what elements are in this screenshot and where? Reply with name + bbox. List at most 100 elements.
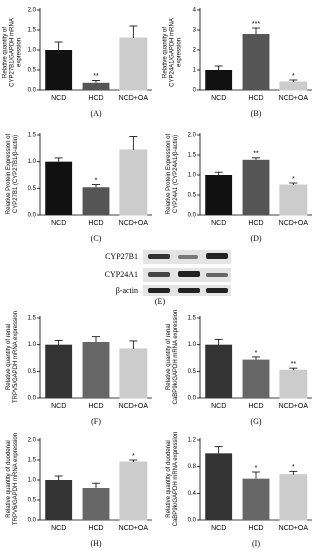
y-axis-label: Relative quantity of renal TRPV5/GAPDH m…: [6, 310, 19, 404]
x-tick-label: HCD: [248, 220, 263, 227]
bar: [119, 461, 148, 521]
blot-label: CYP27B1: [105, 252, 138, 261]
x-tick-label: HCD: [248, 525, 263, 532]
significance-marker: *: [292, 464, 295, 471]
x-tick-label: HCD: [248, 403, 263, 410]
bar: [82, 187, 110, 215]
bar: [45, 161, 73, 215]
bar: [82, 342, 110, 398]
y-tick-label: 1: [193, 68, 197, 74]
y-tick-label: 0.5: [28, 68, 37, 74]
y-tick-label: 2: [193, 48, 197, 54]
y-tick-label: 0: [193, 88, 197, 94]
x-tick-label: HCD: [88, 403, 103, 410]
bar: [242, 34, 270, 90]
y-axis-label: Relative quantity of renal CaBP9k/GAPDH …: [166, 309, 179, 405]
y-tick-label: 1.0: [28, 159, 37, 165]
blot-band: [148, 288, 170, 293]
panel-label: (B): [251, 109, 262, 118]
bar: [242, 159, 270, 215]
y-axis-label: Relative quantity of duodenal TRPV6/GAPD…: [6, 432, 19, 526]
y-tick-label: 0.8: [188, 464, 197, 470]
significance-marker: *: [132, 453, 135, 460]
y-tick-label: 1.5: [188, 153, 197, 159]
y-tick-label: 1.5: [28, 133, 37, 139]
y-axis-label: Relative quantity of duodenal CaBP9k/GAP…: [166, 431, 179, 527]
x-tick-label: NCD: [51, 220, 66, 227]
y-tick-label: 3: [193, 28, 197, 34]
y-tick-label: 1.5: [28, 28, 37, 34]
significance-marker: **: [93, 73, 99, 80]
panel-label: (G): [250, 417, 261, 426]
significance-marker: *: [292, 176, 295, 183]
significance-marker: **: [253, 151, 259, 158]
y-tick-label: 0.0: [188, 213, 197, 219]
panel-label: (D): [250, 234, 261, 243]
bar: [205, 453, 233, 520]
y-axis-label: Relative quantity of CYP27B1/GAPDH mRNA …: [2, 18, 23, 87]
bar: [279, 184, 308, 216]
y-tick-label: 1.0: [188, 173, 197, 179]
x-tick-label: NCD: [211, 95, 226, 102]
y-tick-label: 0.0: [28, 213, 37, 219]
bar: [82, 488, 110, 520]
bar: [45, 50, 73, 90]
bar: [279, 474, 308, 521]
bar: [205, 175, 233, 215]
x-tick-label: HCD: [88, 525, 103, 532]
y-tick-label: 0.5: [188, 369, 197, 375]
y-tick-label: 1.5: [188, 316, 197, 322]
x-tick-label: NCD+OA: [279, 403, 309, 410]
y-axis-label: Relative quantity of CYP24A1/GAPDH mRNA …: [162, 18, 183, 87]
y-tick-label: 1.0: [28, 48, 37, 54]
significance-marker: *: [292, 73, 295, 80]
bar: [45, 344, 73, 398]
significance-marker: *: [95, 177, 98, 184]
panel-label: (H): [90, 539, 101, 548]
y-tick-label: 1.2: [188, 438, 197, 444]
panel-label: (E): [155, 297, 166, 306]
significance-marker: *: [255, 465, 258, 472]
x-tick-label: NCD+OA: [279, 95, 309, 102]
x-tick-label: NCD+OA: [279, 525, 309, 532]
x-tick-label: NCD+OA: [119, 525, 149, 532]
panel-label: (C): [91, 234, 102, 243]
x-tick-label: NCD: [51, 95, 66, 102]
x-tick-label: NCD+OA: [119, 95, 149, 102]
bar: [242, 478, 270, 520]
y-tick-label: 4: [193, 8, 197, 14]
bar: [205, 70, 233, 90]
y-tick-label: 1.0: [28, 342, 37, 348]
bar: [119, 348, 148, 399]
significance-marker: *: [255, 350, 258, 357]
y-tick-label: 1.0: [188, 342, 197, 348]
y-tick-label: 2.0: [28, 8, 37, 14]
western-blot: CYP27B1 CYP24A1 β-actin (E): [105, 250, 231, 306]
bar: [242, 359, 270, 398]
y-tick-label: 0.0: [28, 518, 37, 524]
bar: [205, 344, 233, 398]
y-tick-label: 0.5: [188, 193, 197, 199]
y-tick-label: 0.5: [28, 498, 37, 504]
y-tick-label: 0.0: [28, 88, 37, 94]
x-tick-label: NCD+OA: [279, 220, 309, 227]
panel-label: (F): [91, 417, 101, 426]
y-tick-label: 0.0: [188, 518, 197, 524]
blot-band: [178, 288, 200, 293]
x-tick-label: HCD: [88, 95, 103, 102]
panel-label: (A): [90, 109, 101, 118]
blot-band: [178, 255, 198, 259]
significance-marker: **: [291, 361, 297, 368]
bar: [279, 369, 308, 399]
y-tick-label: 1.5: [28, 458, 37, 464]
blot-band: [148, 254, 170, 259]
x-tick-label: NCD+OA: [119, 403, 149, 410]
y-tick-label: 1.0: [28, 478, 37, 484]
y-tick-label: 2.0: [188, 133, 197, 139]
x-tick-label: NCD: [211, 403, 226, 410]
blot-band: [206, 288, 228, 293]
blot-band: [178, 271, 200, 277]
y-tick-label: 0.4: [188, 491, 197, 497]
x-tick-label: HCD: [88, 220, 103, 227]
